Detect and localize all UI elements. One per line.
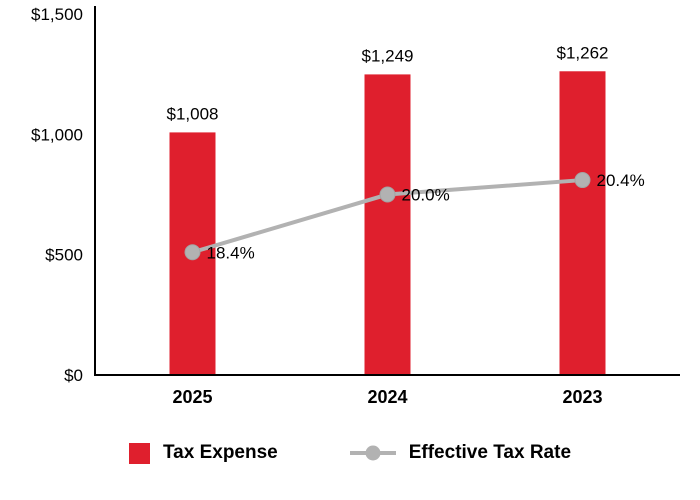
legend-label-effective-tax-rate: Effective Tax Rate [408, 442, 572, 463]
bar-2023 [559, 71, 606, 375]
category-label-2024: 2024 [367, 387, 407, 407]
y-tick-label: $0 [64, 366, 83, 385]
y-tick-label: $1,000 [31, 125, 83, 144]
bar-value-label: $1,249 [362, 46, 414, 65]
bar-2024 [364, 74, 411, 374]
line-marker-2025 [184, 244, 201, 261]
legend: Tax Expense Effective Tax Rate [0, 442, 700, 464]
line-marker-2023 [574, 172, 591, 189]
effective-tax-rate-marker-icon [365, 445, 381, 461]
legend-item-tax-expense: Tax Expense [128, 442, 278, 464]
legend-label-tax-expense: Tax Expense [162, 442, 278, 463]
line-value-label: 18.4% [207, 243, 255, 262]
line-value-label: 20.4% [597, 171, 645, 190]
line-marker-2024 [379, 186, 396, 203]
y-tick-label: $500 [45, 246, 83, 265]
bar-value-label: $1,008 [167, 104, 219, 123]
category-label-2023: 2023 [562, 387, 602, 407]
bar-value-label: $1,262 [557, 43, 609, 62]
category-label-2025: 2025 [172, 387, 212, 407]
chart-svg: $0 $500 $1,000 $1,500 $1,008 $1,249 $1,262 18.4… [31, 5, 680, 407]
effective-tax-rate-swatch-icon [349, 445, 396, 461]
tax-expense-swatch-icon [128, 442, 150, 464]
legend-item-effective-tax-rate: Effective Tax Rate [349, 442, 572, 464]
line-value-label: 20.0% [402, 186, 450, 205]
y-tick-label: $1,500 [31, 5, 83, 24]
